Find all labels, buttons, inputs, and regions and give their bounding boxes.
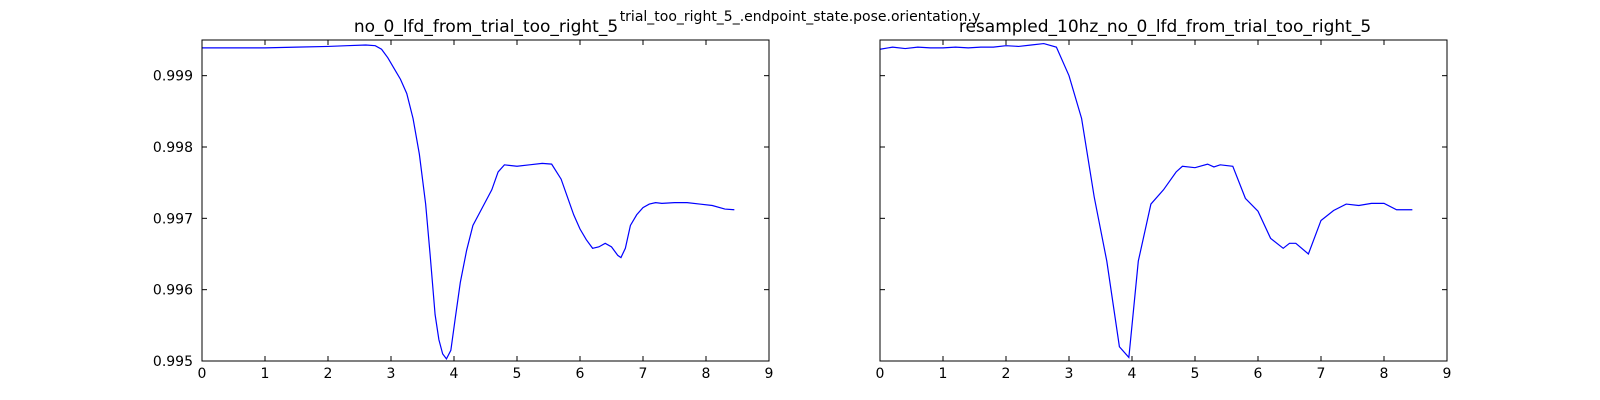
left-plot-x-tick-label: 4 — [450, 366, 459, 382]
left-plot-y-tick-label: 0.997 — [153, 211, 193, 227]
right-plot-x-tick-label: 2 — [1002, 366, 1011, 382]
right-plot-x-tick-label: 8 — [1380, 366, 1389, 382]
right-plot-frame — [879, 39, 1448, 362]
left-plot-y-tick-label: 0.996 — [153, 283, 193, 299]
left-plot-x-tick-label: 0 — [198, 366, 207, 382]
figure-suptitle: trial_too_right_5_.endpoint_state.pose.o… — [620, 9, 981, 25]
right-plot: resampled_10hz_no_0_lfd_from_trial_too_r… — [876, 17, 1452, 382]
left-plot-y-tick-label: 0.995 — [153, 354, 193, 370]
right-plot-x-tick-label: 3 — [1065, 366, 1074, 382]
left-plot-title: no_0_lfd_from_trial_too_right_5 — [354, 17, 618, 37]
left-plot-x-tick-label: 9 — [765, 366, 774, 382]
left-plot-y-tick-label: 0.999 — [153, 69, 193, 85]
right-plot-x-tick-label: 9 — [1443, 366, 1452, 382]
left-plot-x-tick-label: 3 — [387, 366, 396, 382]
left-plot-series-line — [202, 44, 735, 360]
right-plot-x-tick-label: 4 — [1128, 366, 1137, 382]
right-plot-ticks: 0 1 2 3 4 5 6 7 8 9 — [876, 40, 1452, 382]
left-plot-frame — [201, 39, 770, 362]
left-plot-y-tick-label: 0.998 — [153, 140, 193, 156]
left-plot-x-tick-label: 7 — [639, 366, 648, 382]
left-plot-x-tick-label: 2 — [324, 366, 333, 382]
right-plot-x-tick-label: 0 — [876, 366, 885, 382]
left-plot-x-tick-label: 5 — [513, 366, 522, 382]
left-plot-x-tick-label: 1 — [261, 366, 270, 382]
right-plot-x-tick-label: 6 — [1254, 366, 1263, 382]
left-plot: no_0_lfd_from_trial_too_right_5 0 1 2 3 4 5 6 7… — [153, 17, 774, 382]
right-plot-x-tick-label: 7 — [1317, 366, 1326, 382]
right-plot-title: resampled_10hz_no_0_lfd_from_trial_too_r… — [959, 17, 1371, 37]
right-plot-series-line — [879, 42, 1413, 359]
right-plot-x-tick-label: 5 — [1191, 366, 1200, 382]
left-plot-ticks: 0 1 2 3 4 5 6 7 8 9 0.995 0.996 0.997 0.998 0.999 — [153, 40, 774, 382]
left-plot-x-tick-label: 8 — [702, 366, 711, 382]
left-plot-x-tick-label: 6 — [576, 366, 585, 382]
right-plot-x-tick-label: 1 — [939, 366, 948, 382]
